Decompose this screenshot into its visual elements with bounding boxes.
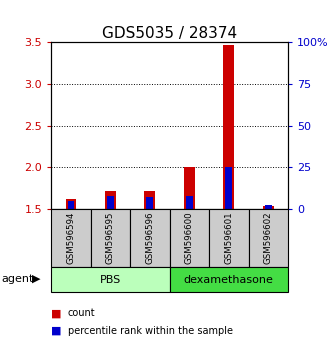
Text: ■: ■ bbox=[51, 326, 62, 336]
Text: percentile rank within the sample: percentile rank within the sample bbox=[68, 326, 233, 336]
Text: GSM596596: GSM596596 bbox=[145, 212, 155, 264]
Bar bbox=[51, 209, 91, 267]
Bar bbox=[146, 197, 153, 209]
Bar bbox=[51, 267, 169, 292]
Bar bbox=[130, 209, 169, 267]
Text: GSM596602: GSM596602 bbox=[264, 212, 273, 264]
Text: ▶: ▶ bbox=[32, 274, 41, 284]
Bar bbox=[223, 45, 234, 209]
Bar bbox=[91, 209, 130, 267]
Text: GSM596595: GSM596595 bbox=[106, 212, 115, 264]
Bar bbox=[225, 167, 232, 209]
Text: GSM596601: GSM596601 bbox=[224, 212, 233, 264]
Bar bbox=[145, 190, 155, 209]
Text: GSM596594: GSM596594 bbox=[67, 212, 75, 264]
Text: agent: agent bbox=[2, 274, 34, 284]
Bar bbox=[186, 195, 193, 209]
Bar bbox=[249, 209, 288, 267]
Text: GSM596600: GSM596600 bbox=[185, 212, 194, 264]
Bar bbox=[105, 190, 116, 209]
Bar bbox=[209, 209, 249, 267]
Bar bbox=[265, 205, 272, 209]
Text: PBS: PBS bbox=[100, 275, 121, 285]
Bar bbox=[68, 200, 74, 209]
Bar bbox=[184, 167, 195, 209]
Text: ■: ■ bbox=[51, 308, 62, 318]
Bar bbox=[263, 206, 274, 209]
Bar bbox=[169, 209, 209, 267]
Text: dexamethasone: dexamethasone bbox=[184, 275, 274, 285]
Title: GDS5035 / 28374: GDS5035 / 28374 bbox=[102, 26, 237, 41]
Bar bbox=[107, 195, 114, 209]
Text: count: count bbox=[68, 308, 95, 318]
Bar bbox=[66, 199, 76, 209]
Bar bbox=[169, 267, 288, 292]
